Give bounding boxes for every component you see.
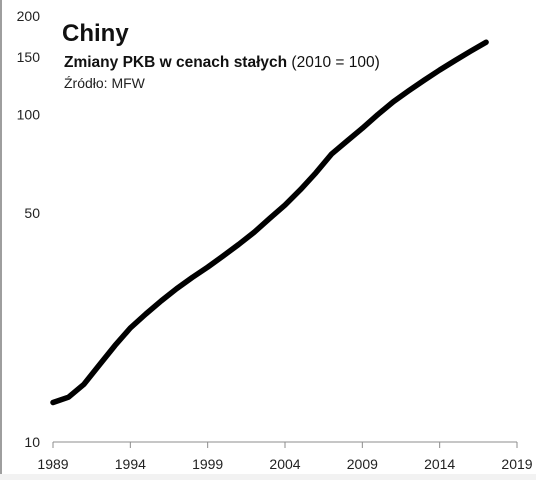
x-tick-label: 2019 xyxy=(501,456,532,472)
chart-title: Chiny xyxy=(62,20,129,47)
y-tick-label: 150 xyxy=(17,49,41,65)
x-tick-label: 2009 xyxy=(347,456,378,472)
y-tick-label: 200 xyxy=(17,8,41,24)
x-tick-label: 1999 xyxy=(192,456,223,472)
y-tick-label: 50 xyxy=(24,205,40,221)
left-border-rule xyxy=(0,0,2,480)
series-line xyxy=(50,39,489,406)
chart-subtitle-normal: (2010 = 100) xyxy=(291,54,380,71)
chart-subtitle: Zmiany PKB w cenach stałych (2010 = 100) xyxy=(64,54,380,72)
x-tick-label: 1989 xyxy=(37,456,68,472)
x-tick-label: 1994 xyxy=(115,456,146,472)
chart-source: Źródło: MFW xyxy=(64,75,145,91)
x-tick-label: 2004 xyxy=(269,456,300,472)
y-tick-label: 100 xyxy=(17,107,41,123)
bottom-band xyxy=(0,474,536,480)
y-tick-label: 10 xyxy=(24,434,40,450)
chart-subtitle-bold: Zmiany PKB w cenach stałych xyxy=(64,54,288,71)
x-tick-label: 2014 xyxy=(424,456,455,472)
